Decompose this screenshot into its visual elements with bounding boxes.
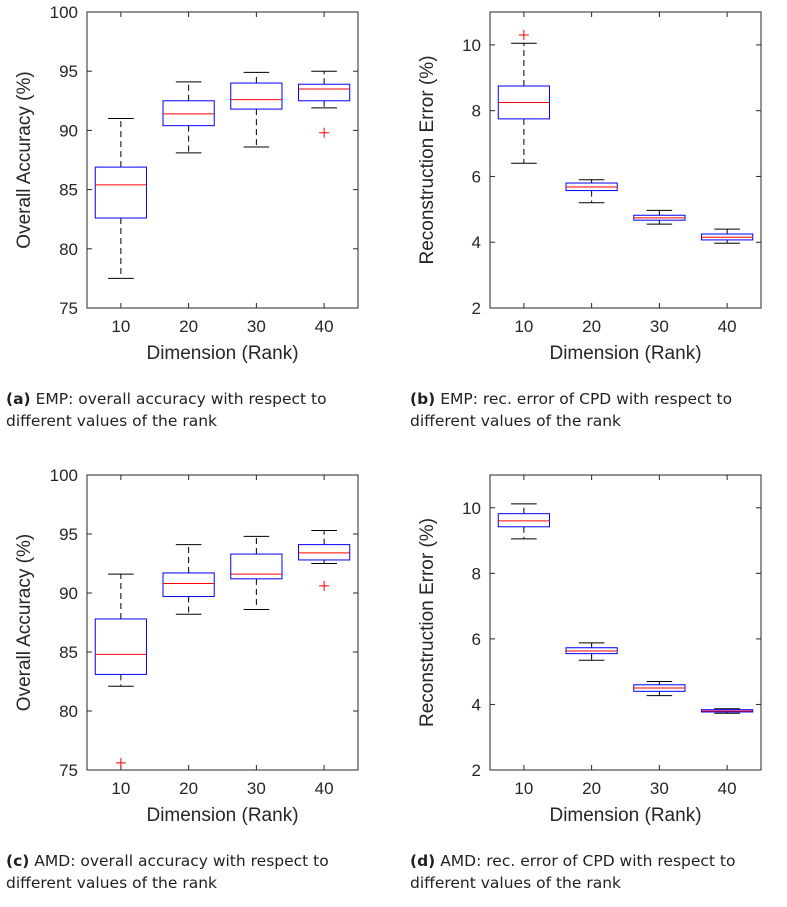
chart-3-box-0-outlier-0 bbox=[115, 757, 126, 768]
caption-a-text: EMP: overall accuracy with respect to di… bbox=[6, 390, 327, 430]
chart-2-ytick-label-3: 8 bbox=[472, 102, 481, 121]
caption-b-text: EMP: rec. error of CPD with respect to d… bbox=[410, 390, 733, 430]
chart-2-box-0-outlier-0 bbox=[518, 30, 529, 41]
chart-2-plot-frame bbox=[489, 11, 762, 309]
chart-4-ytick-label-1: 4 bbox=[472, 695, 481, 714]
chart-3-box-3-iqr bbox=[298, 544, 351, 561]
chart-3-plot-frame bbox=[86, 474, 359, 771]
chart-3-box-3-outlier-0 bbox=[319, 580, 330, 591]
chart-3-ytick-label-3: 90 bbox=[59, 584, 78, 603]
chart-3-ytick-label-1: 80 bbox=[59, 702, 78, 721]
chart-3-x-axis-label: Dimension (Rank) bbox=[146, 805, 298, 826]
chart-2-xtick-label-3: 40 bbox=[718, 317, 737, 336]
chart-1-box-2-iqr bbox=[230, 82, 283, 110]
chart-1-y-axis-label: Overall Accuracy (%) bbox=[14, 71, 35, 248]
chart-1-ytick-label-5: 100 bbox=[50, 3, 78, 22]
chart-1-xtick-label-1: 20 bbox=[179, 317, 198, 336]
chart-1-box-1-iqr bbox=[162, 100, 215, 127]
chart-4-ytick-label-3: 8 bbox=[472, 564, 481, 583]
chart-3-xtick-label-1: 20 bbox=[179, 779, 198, 798]
chart-1-xtick-label-2: 30 bbox=[247, 317, 266, 336]
chart-4-ytick-label-2: 6 bbox=[472, 630, 481, 649]
caption-a-tag: (a) bbox=[6, 390, 31, 408]
chart-1-xtick-label-0: 10 bbox=[111, 317, 130, 336]
chart-3-xtick-label-0: 10 bbox=[111, 779, 130, 798]
chart-4-xtick-label-0: 10 bbox=[514, 779, 533, 798]
chart-1-ytick-label-2: 85 bbox=[59, 181, 78, 200]
chart-1-ytick-label-1: 80 bbox=[59, 240, 78, 259]
chart-3-ytick-label-2: 85 bbox=[59, 643, 78, 662]
chart-4-box-0-iqr bbox=[497, 513, 550, 528]
caption-c-text: AMD: overall accuracy with respect to di… bbox=[6, 852, 329, 892]
caption-b-tag: (b) bbox=[410, 390, 436, 408]
chart-1-box-3-iqr bbox=[298, 83, 351, 102]
chart-3-box-1-iqr bbox=[162, 572, 215, 598]
chart-1-xtick-label-3: 40 bbox=[315, 317, 334, 336]
chart-4-xtick-label-2: 30 bbox=[650, 779, 669, 798]
chart-1-box-0-iqr bbox=[94, 166, 147, 219]
chart-2-x-axis-label: Dimension (Rank) bbox=[549, 343, 701, 364]
chart-2-ytick-label-4: 10 bbox=[462, 36, 481, 55]
chart-2-ytick-label-1: 4 bbox=[472, 233, 481, 252]
chart-3-ytick-label-4: 95 bbox=[59, 525, 78, 544]
chart-2-xtick-label-2: 30 bbox=[650, 317, 669, 336]
chart-1-ytick-label-3: 90 bbox=[59, 121, 78, 140]
chart-1-x-axis-label: Dimension (Rank) bbox=[146, 343, 298, 364]
chart-1-plot-frame bbox=[86, 11, 359, 309]
chart-3-ytick-label-0: 75 bbox=[59, 761, 78, 780]
chart-4-xtick-label-1: 20 bbox=[582, 779, 601, 798]
chart-4-y-axis-label: Reconstruction Error (%) bbox=[417, 518, 438, 727]
chart-2-y-axis-label: Reconstruction Error (%) bbox=[417, 55, 438, 264]
caption-d-text: AMD: rec. error of CPD with respect to d… bbox=[410, 852, 736, 892]
chart-3-xtick-label-3: 40 bbox=[315, 779, 334, 798]
chart-1-box-3-outlier-0 bbox=[319, 127, 330, 138]
chart-2-ytick-label-2: 6 bbox=[472, 167, 481, 186]
chart-3-xtick-label-2: 30 bbox=[247, 779, 266, 798]
chart-2-ytick-label-0: 2 bbox=[472, 299, 481, 318]
chart-4-x-axis-label: Dimension (Rank) bbox=[549, 805, 701, 826]
chart-1-ytick-label-4: 95 bbox=[59, 62, 78, 81]
chart-4-xtick-label-3: 40 bbox=[718, 779, 737, 798]
chart-4-ytick-label-4: 10 bbox=[462, 499, 481, 518]
chart-3-box-2-iqr bbox=[230, 553, 283, 580]
chart-3-box-0-iqr bbox=[94, 618, 147, 675]
chart-4-ytick-label-0: 2 bbox=[472, 761, 481, 780]
chart-3-y-axis-label: Overall Accuracy (%) bbox=[14, 534, 35, 711]
caption-c: (c) AMD: overall accuracy with respect t… bbox=[6, 850, 391, 894]
chart-2-xtick-label-0: 10 bbox=[514, 317, 533, 336]
caption-a: (a) EMP: overall accuracy with respect t… bbox=[6, 388, 391, 432]
caption-d-tag: (d) bbox=[410, 852, 436, 870]
chart-3-ytick-label-5: 100 bbox=[50, 466, 78, 485]
caption-c-tag: (c) bbox=[6, 852, 30, 870]
caption-d: (d) AMD: rec. error of CPD with respect … bbox=[410, 850, 787, 894]
caption-b: (b) EMP: rec. error of CPD with respect … bbox=[410, 388, 787, 432]
chart-4-plot-frame bbox=[489, 474, 762, 771]
chart-2-xtick-label-1: 20 bbox=[582, 317, 601, 336]
chart-1-ytick-label-0: 75 bbox=[59, 299, 78, 318]
